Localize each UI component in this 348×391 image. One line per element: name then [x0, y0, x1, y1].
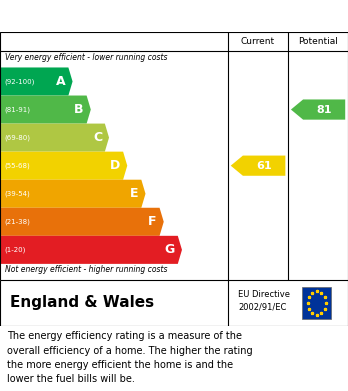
Polygon shape [0, 68, 73, 95]
Text: G: G [165, 243, 175, 256]
Text: D: D [110, 159, 120, 172]
Polygon shape [0, 152, 127, 180]
Text: B: B [74, 103, 84, 116]
Text: C: C [93, 131, 102, 144]
Polygon shape [231, 156, 285, 176]
Text: 61: 61 [256, 161, 272, 171]
Polygon shape [0, 95, 91, 124]
Text: (69-80): (69-80) [4, 135, 30, 141]
Polygon shape [0, 124, 109, 152]
Polygon shape [0, 180, 145, 208]
Text: (1-20): (1-20) [4, 247, 25, 253]
Text: E: E [130, 187, 139, 200]
Text: (39-54): (39-54) [4, 190, 30, 197]
Text: (92-100): (92-100) [4, 78, 34, 85]
Text: Current: Current [241, 37, 275, 46]
Text: F: F [148, 215, 157, 228]
Text: (21-38): (21-38) [4, 219, 30, 225]
Text: EU Directive
2002/91/EC: EU Directive 2002/91/EC [238, 291, 290, 312]
Text: Potential: Potential [298, 37, 338, 46]
Text: The energy efficiency rating is a measure of the
overall efficiency of a home. T: The energy efficiency rating is a measur… [7, 331, 253, 384]
Text: A: A [56, 75, 65, 88]
Text: Very energy efficient - lower running costs: Very energy efficient - lower running co… [5, 52, 168, 62]
Text: England & Wales: England & Wales [10, 296, 155, 310]
Polygon shape [0, 236, 182, 264]
Polygon shape [291, 99, 345, 120]
Bar [302, 287, 331, 319]
Polygon shape [0, 208, 164, 236]
Text: Not energy efficient - higher running costs: Not energy efficient - higher running co… [5, 265, 168, 274]
Text: 81: 81 [316, 104, 332, 115]
Text: (55-68): (55-68) [4, 162, 30, 169]
Text: Energy Efficiency Rating: Energy Efficiency Rating [10, 9, 220, 23]
Text: (81-91): (81-91) [4, 106, 30, 113]
